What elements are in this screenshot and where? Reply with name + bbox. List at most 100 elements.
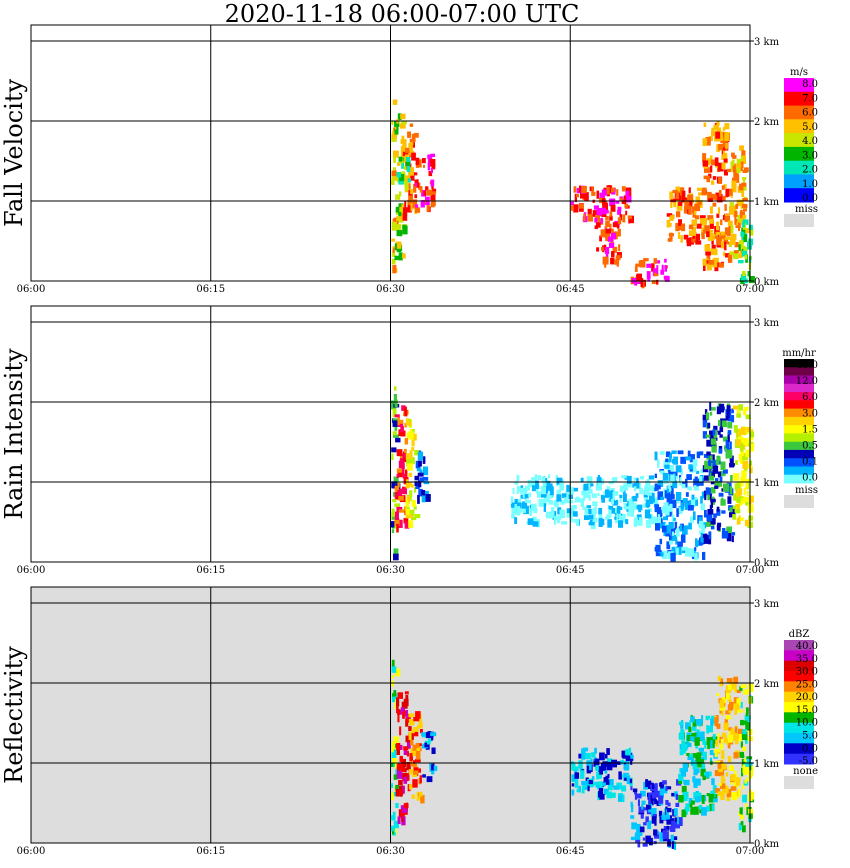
echo-cell (404, 438, 409, 445)
y-axis-label: Reflectivity (0, 646, 28, 784)
echo-cell (540, 486, 546, 495)
echo-cell (630, 786, 633, 791)
echo-cell (610, 257, 614, 265)
echo-cell (680, 468, 683, 476)
echo-cell (729, 441, 732, 450)
echo-cell (633, 486, 637, 492)
echo-cell (722, 528, 726, 535)
echo-cell (666, 220, 671, 228)
echo-cell (732, 163, 736, 173)
echo-cell (677, 232, 681, 239)
echo-cell (741, 767, 744, 777)
echo-cell (744, 406, 749, 411)
echo-cell (683, 234, 689, 240)
echo-cell (413, 433, 417, 441)
echo-cell (409, 450, 413, 460)
echo-cell (613, 507, 619, 514)
echo-cell (718, 492, 724, 497)
echo-cell (587, 489, 593, 495)
echo-cell (604, 247, 610, 254)
echo-cell (396, 125, 399, 130)
echo-cell (619, 513, 622, 522)
echo-region (630, 779, 683, 850)
echo-cell (730, 233, 737, 241)
echo-cell (602, 782, 606, 787)
echo-cell (726, 449, 733, 459)
missing-label: none (793, 766, 818, 777)
echo-cell (532, 516, 537, 526)
echo-cell (664, 265, 667, 272)
echo-cell (592, 213, 596, 217)
echo-cell (727, 417, 734, 422)
echo-cell (394, 485, 399, 492)
echo-cell (747, 241, 752, 250)
echo-cell (723, 251, 726, 257)
echo-cell (397, 419, 404, 424)
echo-cell (582, 784, 587, 788)
echo-cell (603, 777, 607, 782)
echo-cell (638, 260, 644, 265)
echo-cell (704, 225, 710, 234)
echo-cell (430, 194, 436, 201)
echo-cell (745, 481, 749, 490)
echo-cell (422, 466, 429, 476)
echo-cell (418, 159, 422, 168)
echo-cell (610, 499, 614, 505)
echo-cell (415, 751, 421, 760)
missing-swatch (784, 495, 814, 508)
colorbar-swatch (784, 160, 814, 175)
echo-cell (694, 552, 698, 561)
echo-cell (690, 800, 695, 805)
echo-cell (739, 211, 745, 216)
echo-cell (425, 732, 432, 739)
echo-cell (391, 258, 396, 265)
echo-cell (718, 768, 723, 773)
echo-cell (742, 746, 746, 752)
echo-cell (655, 485, 661, 490)
echo-cell (725, 710, 731, 715)
echo-cell (559, 509, 565, 514)
echo-cell (725, 416, 729, 421)
echo-cell (719, 434, 723, 438)
echo-cell (571, 762, 576, 771)
echo-cell (676, 211, 681, 218)
echo-cell (709, 220, 714, 229)
echo-cell (401, 204, 404, 208)
echo-cell (633, 477, 639, 481)
echo-cell (685, 478, 688, 488)
echo-cell (736, 495, 741, 502)
echo-cell (671, 546, 676, 553)
echo-cell (727, 168, 732, 173)
echo-cell (404, 521, 410, 529)
echo-cell (693, 466, 697, 473)
echo-cell (634, 266, 638, 272)
echo-cell (722, 195, 726, 201)
echo-cell (611, 792, 616, 798)
echo-cell (742, 729, 747, 735)
echo-cell (717, 675, 721, 681)
echo-cell (514, 517, 517, 524)
echo-cell (396, 449, 403, 457)
echo-cell (740, 161, 744, 169)
echo-cell (726, 533, 732, 542)
echo-cell (703, 263, 706, 271)
echo-cell (647, 277, 650, 282)
echo-cell (742, 720, 748, 725)
echo-cell (704, 742, 707, 749)
echo-cell (669, 232, 673, 242)
echo-cell (421, 732, 426, 737)
echo-cell (403, 746, 409, 751)
echo-cell (723, 184, 727, 189)
echo-cell (695, 719, 702, 726)
echo-cell (742, 177, 747, 181)
echo-cell (709, 757, 712, 763)
echo-cell (735, 483, 739, 492)
echo-cell (613, 491, 619, 496)
echo-cell (700, 503, 705, 511)
colorbar-swatch (784, 702, 814, 713)
echo-cell (405, 161, 410, 166)
echo-cell (399, 726, 402, 736)
echo-cell (596, 247, 600, 252)
echo-cell (394, 386, 397, 391)
echo-cell (699, 451, 704, 456)
